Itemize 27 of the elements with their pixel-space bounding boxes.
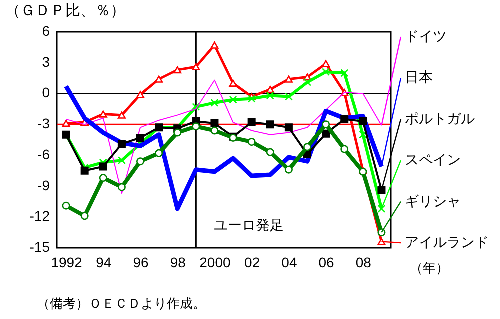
text: ポルトガル	[405, 110, 475, 126]
y-tick-label: -3	[38, 116, 50, 132]
text: （備考）ＯＥＣＤより作成。	[37, 296, 206, 311]
y-tick-label: -15	[30, 239, 50, 255]
text: ドイツ	[405, 28, 447, 44]
x-tick-label: 1992	[51, 254, 83, 270]
x-tick-label: 98	[170, 254, 186, 270]
x-tick-label: 94	[96, 254, 112, 270]
text: スペイン	[405, 152, 461, 168]
x-axis-title: （年）	[410, 260, 449, 276]
y-tick-label: -9	[38, 177, 50, 194]
y-tick-label: -12	[30, 208, 50, 224]
x-tick-label: 06	[318, 254, 335, 270]
text: 日本	[405, 69, 433, 86]
y-axis-title: （ＧＤＰ比、％）	[6, 2, 126, 20]
x-tick-label: 2000	[200, 254, 232, 270]
ref-line-label: ユーロ発足	[214, 217, 284, 233]
x-tick-label: 02	[244, 254, 260, 270]
x-tick-label: 04	[282, 254, 298, 270]
text: ギリシャ	[405, 192, 461, 209]
legend-label: アイルランド	[405, 234, 489, 250]
y-tick-label: -6	[38, 146, 50, 162]
x-tick-label: 08	[356, 254, 372, 270]
y-tick-label: 3	[42, 54, 50, 70]
y-tick-label: 0	[42, 84, 50, 101]
y-tick-label: 6	[42, 23, 50, 39]
x-tick-label: 96	[133, 254, 149, 270]
